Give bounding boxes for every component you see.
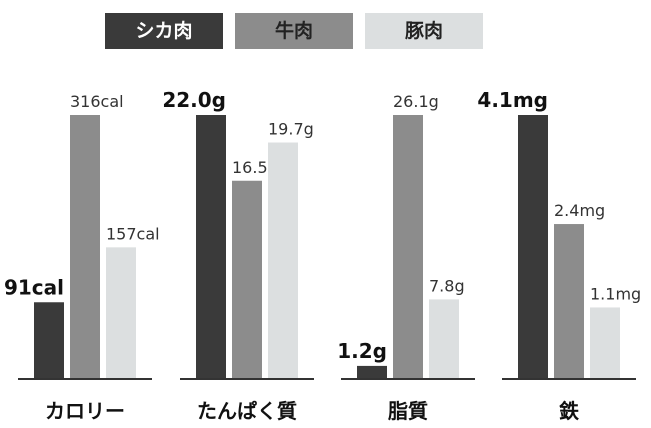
group-1-value-label-2: 316cal <box>70 92 124 111</box>
group-2-bar-2 <box>232 180 262 378</box>
group-2-bar-3 <box>268 142 298 378</box>
group-4-value-label-1: 4.1mg <box>477 88 548 112</box>
group-2-value-label-1: 22.0g <box>162 88 226 112</box>
legend-swatch-pork <box>365 13 483 49</box>
group-4-bar-1 <box>518 115 548 378</box>
group-4-value-label-2: 2.4mg <box>554 201 605 220</box>
group-3-category-label: 脂質 <box>388 399 428 423</box>
group-1-bar-3 <box>106 247 136 378</box>
group-4-value-label-3: 1.1mg <box>590 284 641 303</box>
group-4-bar-2 <box>554 224 584 378</box>
group-1-value-label-1: 91cal <box>4 275 64 299</box>
group-2-category-label: たんぱく質 <box>197 399 297 423</box>
group-1-bar-1 <box>34 302 64 378</box>
group-1-bar-2 <box>70 115 100 378</box>
group-2-value-label-3: 19.7g <box>268 119 314 138</box>
legend-label-beef: 牛肉 <box>274 20 313 42</box>
group-3-value-label-1: 1.2g <box>337 339 387 363</box>
legend-swatch-venison <box>105 13 223 49</box>
group-4-bar-3 <box>590 307 620 378</box>
legend-label-pork: 豚肉 <box>404 20 443 42</box>
group-3-value-label-3: 7.8g <box>429 276 465 295</box>
group-4-category-label: 鉄 <box>559 399 579 423</box>
group-3-bar-1 <box>357 365 387 378</box>
group-3-value-label-2: 26.1g <box>393 92 439 111</box>
group-2-value-label-2: 16.5g <box>232 158 278 177</box>
group-3-bar-3 <box>429 299 459 378</box>
group-2-bar-1 <box>196 115 226 378</box>
legend-swatch-beef <box>235 13 353 49</box>
legend-label-venison: シカ肉 <box>135 20 193 42</box>
group-3-bar-2 <box>393 115 423 378</box>
group-1-category-label: カロリー <box>45 399 125 423</box>
group-1-value-label-3: 157cal <box>106 224 160 243</box>
